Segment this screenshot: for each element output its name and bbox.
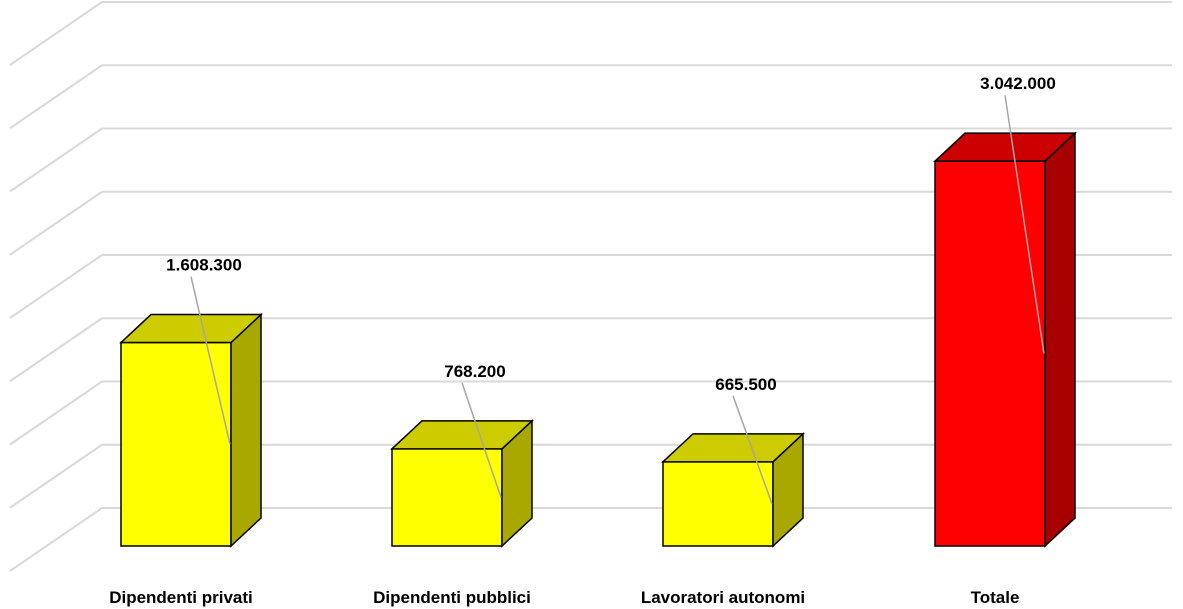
category-label: Totale [971,588,1020,607]
leader-line [461,382,502,498]
bar-top-face [661,433,805,463]
gridline-diagonal [9,190,103,256]
data-label: 3.042.000 [980,74,1056,93]
bar-side-face [1044,131,1076,548]
bar-side-face [230,312,262,548]
bar-front-face [662,461,774,547]
data-label: 665.500 [715,375,776,394]
gridline-diagonal [9,507,103,572]
bar-4 [933,131,1077,548]
bar-front-face [391,448,503,547]
gridline-diagonal [9,443,103,509]
gridline-diagonal [9,1,103,66]
gridline-diagonal [9,317,103,383]
gridline-diagonal [9,254,103,319]
bars [119,131,1077,548]
category-label: Dipendenti privati [109,588,253,607]
bar-3 [661,432,805,548]
category-label: Lavoratori autonomi [641,588,805,607]
bar-2 [390,419,534,548]
bar-front-face [120,341,232,547]
leader-line [190,276,231,445]
data-label: 1.608.300 [166,256,242,275]
bar-1 [119,312,263,548]
category-label: Dipendenti pubblici [373,588,531,607]
leader-line [732,395,773,505]
gridline-diagonal [9,64,103,130]
gridline-diagonal [9,127,103,193]
bar-top-face [119,313,263,344]
bar-front-face [934,160,1046,547]
gridline-diagonal [9,380,103,446]
data-label: 768.200 [444,362,505,381]
bar-top-face [933,132,1077,162]
category-labels: Dipendenti privati Dipendenti pubblici Lav… [109,588,1019,607]
data-labels: 1.608.300 768.200 665.500 3.042.000 [166,74,1056,505]
bar-top-face [390,420,534,450]
leader-line [1004,95,1045,354]
